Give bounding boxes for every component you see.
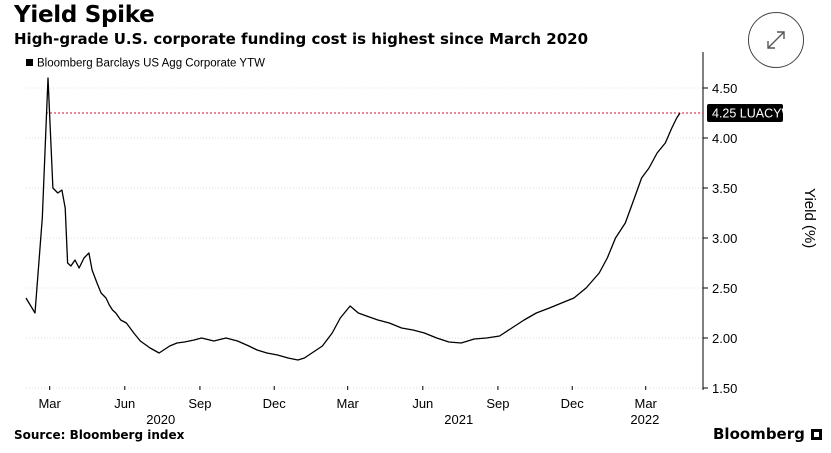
x-year-label-1: 2021 [444, 412, 473, 427]
legend-label: Bloomberg Barclays US Agg Corporate YTW [37, 58, 265, 70]
source-note: Source: Bloomberg index [14, 428, 185, 442]
x-year-label-2: 2022 [630, 412, 659, 427]
y-axis-tick-labels: 1.50 2.00 2.50 3.00 3.50 4.00 4.50 [702, 52, 737, 396]
y-tick-label-6: 4.50 [712, 81, 737, 96]
x-tick-label-7: Dec [561, 396, 585, 411]
expand-arrows-icon [767, 31, 785, 49]
y-tick-label-0: 1.50 [712, 381, 737, 396]
y-tick-label-1: 2.00 [712, 331, 737, 346]
brand-mark-icon [810, 428, 822, 440]
x-tick-label-5: Jun [412, 396, 433, 411]
x-tick-label-0: Mar [38, 396, 61, 411]
legend: Bloomberg Barclays US Agg Corporate YTW [21, 52, 321, 72]
y-tick-label-5: 4.00 [712, 131, 737, 146]
gridlines [26, 87, 703, 389]
x-tick-label-6: Sep [486, 396, 509, 411]
x-year-label-0: 2020 [146, 412, 175, 427]
expand-button[interactable] [748, 12, 804, 68]
x-tick-label-2: Sep [188, 396, 211, 411]
y-tick-label-3: 3.00 [712, 231, 737, 246]
brand-logo: Bloomberg [713, 425, 822, 443]
y-tick-label-2: 2.50 [712, 281, 737, 296]
last-value-label: 4.25 LUACYW [707, 104, 793, 122]
x-tick-label-3: Dec [263, 396, 287, 411]
brand-name: Bloomberg [713, 425, 805, 443]
chart-title: Yield Spike [14, 2, 155, 28]
x-tick-label-4: Mar [336, 396, 359, 411]
square-marker-icon [26, 59, 33, 66]
x-tick-label-8: Mar [635, 396, 658, 411]
y-axis-label: Yield (%) [801, 188, 818, 248]
last-value-text: 4.25 LUACYW [712, 107, 793, 121]
series-line [25, 77, 681, 361]
chart-subtitle: High-grade U.S. corporate funding cost i… [14, 30, 589, 48]
y-tick-label-4: 3.50 [712, 181, 737, 196]
x-tick-label-1: Jun [114, 396, 135, 411]
x-axis: Mar Jun Sep Dec Mar Jun Sep Dec Mar 2020 2021 2022 [38, 386, 659, 427]
